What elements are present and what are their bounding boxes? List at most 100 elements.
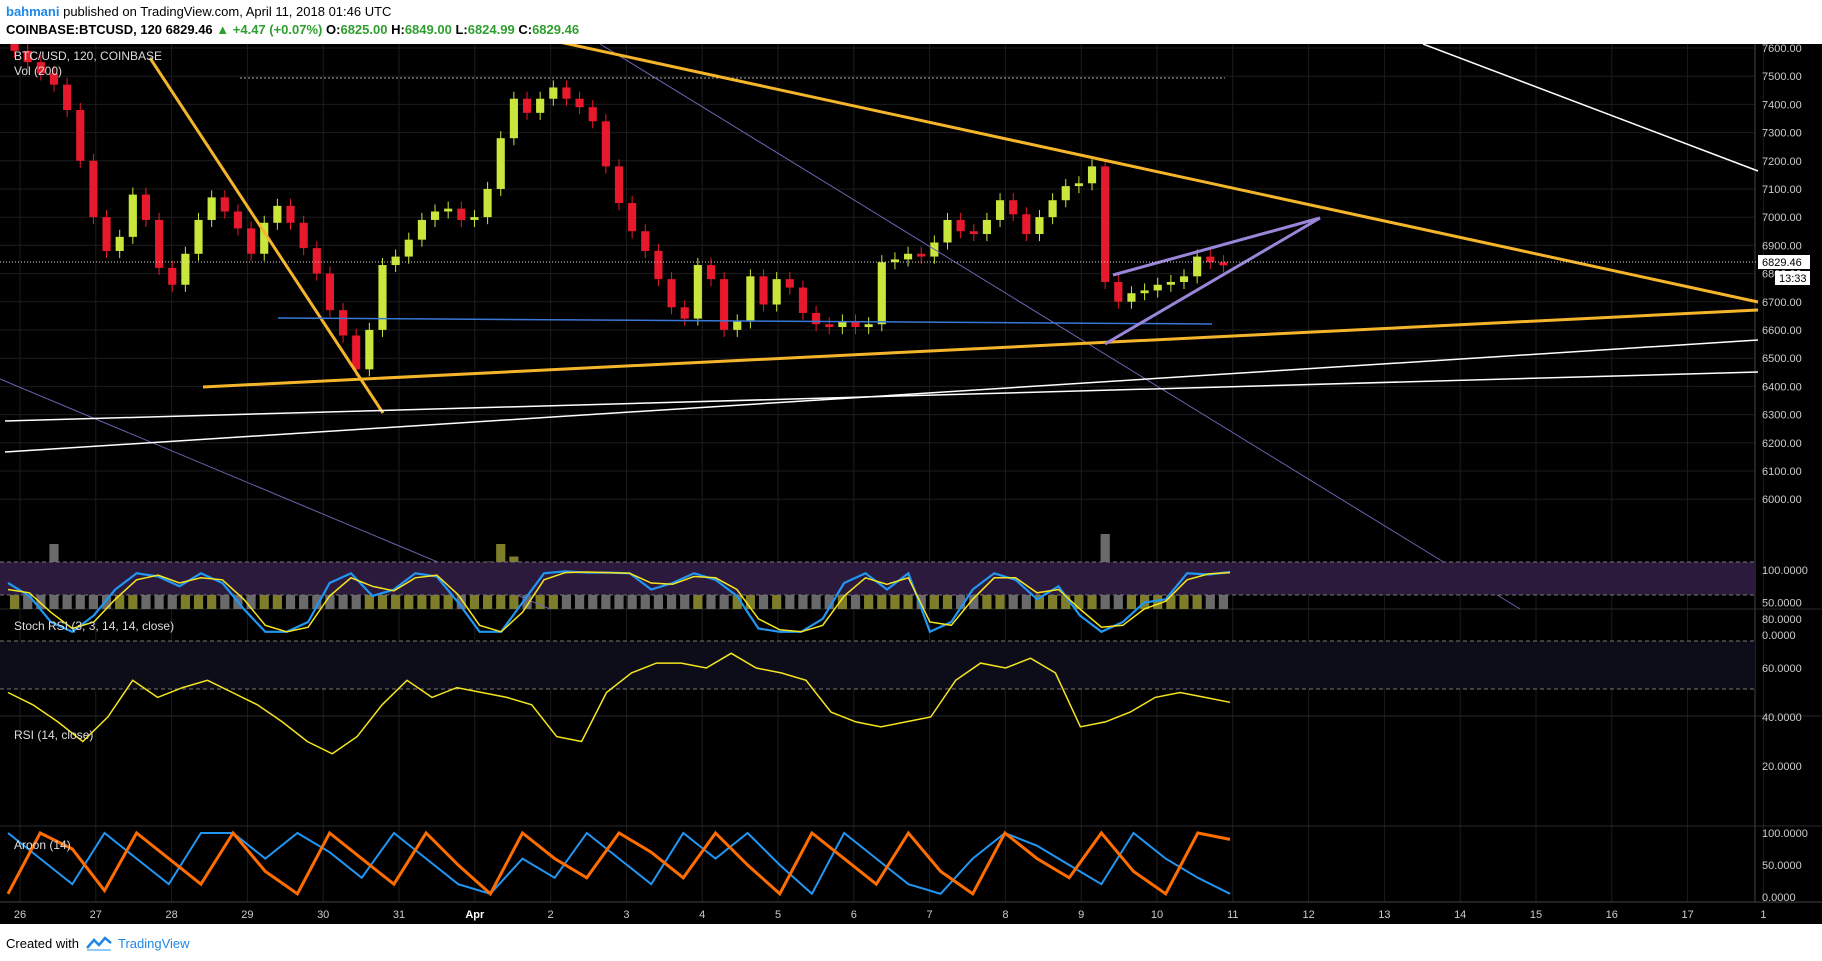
volume-bar bbox=[1205, 581, 1215, 609]
candle-body bbox=[877, 262, 886, 325]
volume-bar bbox=[1179, 584, 1189, 609]
rsi-tick-label: 40.0000 bbox=[1762, 712, 1802, 724]
close-value: 6829.46 bbox=[532, 22, 580, 37]
candle-body bbox=[522, 98, 532, 113]
candle-body bbox=[220, 197, 229, 212]
white-line-2 bbox=[4, 371, 1759, 422]
price-tick-label: 6200.00 bbox=[1762, 438, 1802, 450]
close-label: C: bbox=[518, 22, 533, 37]
time-tick-label: 26 bbox=[14, 909, 26, 921]
white-line-3 bbox=[1422, 44, 1759, 172]
aroon-tick-label: 50.0000 bbox=[1762, 860, 1802, 872]
time-axis[interactable]: 26 27 28 29 30 31 Apr 2 3 4 5 6 7 8 9 10 11 12 13 14 15 16 17 1 bbox=[14, 909, 1767, 921]
candle-body bbox=[864, 324, 873, 328]
candle-body bbox=[798, 287, 808, 313]
price-tick-label: 6900.00 bbox=[1762, 240, 1802, 252]
tradingview-link[interactable]: TradingView bbox=[118, 936, 190, 951]
candle-body bbox=[995, 200, 1005, 220]
candle-body bbox=[562, 87, 571, 99]
candle-body bbox=[575, 98, 584, 108]
wedge-lower bbox=[1104, 216, 1321, 346]
volume-bar bbox=[259, 581, 269, 609]
time-tick-label: 27 bbox=[90, 909, 102, 921]
candle-body bbox=[141, 194, 151, 220]
author-link[interactable]: bahmani bbox=[6, 4, 60, 19]
candle-body bbox=[588, 107, 597, 122]
candle-body bbox=[10, 44, 19, 51]
symbol-label: COINBASE:BTCUSD, 120 bbox=[6, 22, 163, 37]
candle-body bbox=[759, 276, 768, 305]
stoch-legend: Stoch RSI (3, 3, 14, 14, close) bbox=[14, 619, 174, 633]
candle-body bbox=[904, 253, 913, 260]
volume-bar bbox=[653, 584, 664, 609]
low-label: L: bbox=[455, 22, 468, 37]
chart-area[interactable]: 7600.00 7500.00 7400.00 7300.00 7200.00 7100.… bbox=[0, 44, 1822, 924]
price-tick-label: 7000.00 bbox=[1762, 212, 1802, 224]
candle-body bbox=[1127, 293, 1136, 302]
price-change: ▲ +4.47 (+0.07%) bbox=[216, 22, 323, 37]
drawings bbox=[0, 44, 1759, 610]
published-text: published on TradingView.com, April 11, … bbox=[63, 4, 392, 19]
rsi-tick-label: 20.0000 bbox=[1762, 761, 1802, 773]
candle-body bbox=[641, 231, 650, 251]
stoch-rsi-pane bbox=[0, 561, 1755, 634]
last-price: 6829.46 bbox=[165, 22, 213, 37]
candle-body bbox=[1022, 214, 1031, 235]
aroon-up-line bbox=[6, 830, 1231, 897]
time-tick-label: 8 bbox=[1002, 909, 1008, 921]
volume-bar bbox=[850, 584, 861, 609]
candle-body bbox=[299, 222, 308, 249]
candle-body bbox=[1087, 166, 1097, 184]
aroon-legend: Aroon (14) bbox=[14, 838, 71, 852]
time-tick-label: 31 bbox=[393, 909, 405, 921]
volume-bar bbox=[1218, 584, 1229, 609]
candle-body bbox=[181, 253, 190, 285]
time-tick-label: 2 bbox=[548, 909, 554, 921]
chart-canvas[interactable]: 7600.007500.007400.007300.007200.007100.… bbox=[0, 44, 1822, 924]
volume-bar bbox=[824, 584, 834, 609]
stoch-d-line bbox=[7, 571, 1231, 633]
grid-lines bbox=[0, 44, 1764, 902]
stoch-tick-label: 0.0000 bbox=[1762, 630, 1796, 642]
time-tick-label: 15 bbox=[1530, 909, 1542, 921]
candle-body bbox=[115, 236, 124, 251]
candle-body bbox=[325, 273, 334, 311]
candle-body bbox=[470, 217, 479, 220]
volume-bar bbox=[1153, 584, 1163, 609]
candle-body bbox=[601, 121, 610, 167]
rsi-pane bbox=[0, 640, 1755, 755]
price-axis[interactable]: 7600.00 7500.00 7400.00 7300.00 7200.00 7100.… bbox=[1762, 44, 1808, 904]
price-tick-label: 7300.00 bbox=[1762, 128, 1802, 140]
rsi-line bbox=[7, 652, 1231, 755]
candle-body bbox=[404, 239, 413, 257]
candle-body bbox=[483, 188, 492, 218]
candle-body bbox=[102, 217, 111, 251]
rsi-legend: RSI (14, close) bbox=[14, 728, 93, 742]
volume-bar bbox=[903, 581, 913, 609]
candle-body bbox=[917, 253, 926, 257]
yellow-steep-line bbox=[148, 57, 385, 414]
low-value: 6824.99 bbox=[467, 22, 515, 37]
candle-body bbox=[654, 250, 663, 280]
candle-body bbox=[772, 279, 781, 305]
candle-body bbox=[969, 231, 978, 235]
time-tick-label: 30 bbox=[317, 909, 329, 921]
candle-body bbox=[614, 166, 624, 204]
price-tick-label: 7500.00 bbox=[1762, 71, 1802, 83]
price-tick-label: 7400.00 bbox=[1762, 99, 1802, 111]
price-marker-label: 6829.46 bbox=[1762, 257, 1802, 269]
price-tick-label: 7200.00 bbox=[1762, 156, 1802, 168]
price-tick-label: 6100.00 bbox=[1762, 466, 1802, 478]
time-tick-label: 4 bbox=[699, 909, 705, 921]
candle-body bbox=[706, 265, 716, 280]
volume-bar bbox=[404, 584, 414, 609]
symbol-line: COINBASE:BTCUSD, 120 6829.46 ▲ +4.47 (+0… bbox=[6, 22, 579, 37]
volume-bar bbox=[680, 581, 690, 609]
time-tick-label: 6 bbox=[851, 909, 857, 921]
candle-body bbox=[496, 138, 505, 189]
candle-body bbox=[49, 73, 59, 85]
open-label: O: bbox=[326, 22, 341, 37]
yellow-upper-trendline bbox=[561, 44, 1759, 304]
rsi-tick-label: 80.0000 bbox=[1762, 614, 1802, 626]
candle-body bbox=[1206, 256, 1215, 263]
